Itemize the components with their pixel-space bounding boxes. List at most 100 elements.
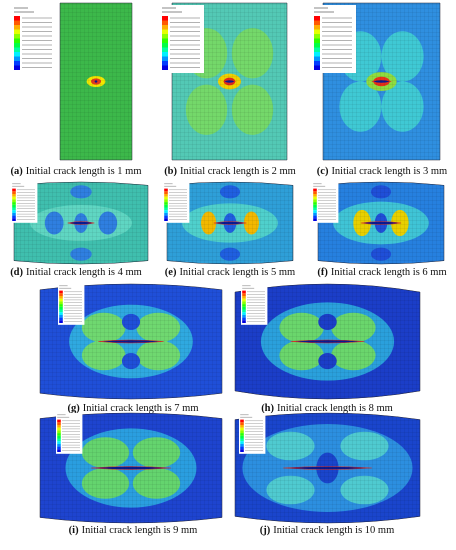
- legend-swatch: [314, 20, 320, 25]
- legend-swatch: [12, 210, 16, 213]
- legend-swatch: [313, 202, 317, 205]
- caption: (i) Initial crack length is 9 mm: [69, 525, 198, 536]
- legend-swatch: [314, 61, 320, 66]
- legend-swatch: [242, 296, 246, 299]
- legend-swatch: [14, 38, 20, 43]
- legend-swatch: [57, 438, 61, 442]
- cylinder: [40, 413, 222, 523]
- legend-swatch: [14, 56, 20, 61]
- caption-text: Initial crack length is 1 mm: [26, 166, 142, 177]
- legend-swatch: [164, 194, 168, 197]
- caption: (d) Initial crack length is 4 mm: [10, 267, 142, 278]
- legend-swatch: [242, 320, 246, 323]
- panel: (f) Initial crack length is 6 mm: [312, 181, 447, 278]
- mesh: [60, 3, 132, 160]
- legend-swatch: [240, 443, 244, 447]
- legend-swatch: [12, 218, 16, 221]
- legend-swatch: [314, 56, 320, 61]
- legend-swatch: [314, 52, 320, 57]
- color-legend: [11, 182, 38, 223]
- mesh: [235, 413, 420, 523]
- panel: (j) Initial crack length is 10 mm: [234, 412, 421, 536]
- legend-swatch: [164, 199, 168, 203]
- legend-swatch: [57, 433, 61, 436]
- cylinder: [235, 284, 420, 399]
- cylinder-outline: [234, 412, 421, 524]
- cylinder: [318, 182, 444, 264]
- cylinder-outline: [171, 2, 288, 161]
- legend-swatch: [59, 298, 63, 302]
- legend-swatch: [12, 212, 16, 216]
- legend-swatch: [59, 306, 63, 310]
- legend-swatch: [12, 191, 16, 194]
- legend-swatch: [314, 29, 320, 34]
- legend-swatch: [12, 204, 16, 208]
- legend-swatch: [57, 435, 61, 439]
- legend-swatch: [57, 441, 61, 444]
- legend-swatch: [162, 47, 168, 52]
- legend-swatch: [240, 438, 244, 442]
- legend-swatch: [14, 16, 20, 21]
- legend-swatch: [162, 38, 168, 43]
- caption: (b) Initial crack length is 2 mm: [164, 166, 296, 177]
- panel: (a) Initial crack length is 1 mm: [10, 2, 142, 177]
- caption-text: Initial crack length is 5 mm: [179, 267, 295, 278]
- caption-text: Initial crack length is 8 mm: [277, 403, 393, 414]
- legend-swatch: [240, 427, 244, 431]
- legend-swatch: [162, 65, 168, 70]
- panel: (d) Initial crack length is 4 mm: [10, 181, 149, 278]
- legend-swatch: [59, 309, 63, 313]
- legend-swatch: [164, 215, 168, 219]
- legend-swatch: [242, 293, 246, 296]
- caption-label: (g): [67, 403, 80, 414]
- legend-swatch: [14, 65, 20, 70]
- caption: (g) Initial crack length is 7 mm: [67, 403, 198, 414]
- cylinder-outline: [39, 412, 223, 524]
- legend-swatch: [14, 52, 20, 57]
- legend-swatch: [314, 38, 320, 43]
- panel: (h) Initial crack length is 8 mm: [234, 283, 421, 414]
- caption: (j) Initial crack length is 10 mm: [260, 525, 395, 536]
- legend-swatch: [162, 16, 168, 21]
- legend-swatch: [242, 314, 246, 318]
- caption-text: Initial crack length is 10 mm: [273, 525, 394, 536]
- legend-swatch: [314, 65, 320, 70]
- legend-swatch: [314, 47, 320, 52]
- caption-label: (c): [317, 166, 329, 177]
- legend-swatch: [59, 317, 63, 321]
- legend-swatch: [242, 301, 246, 305]
- legend-swatch: [14, 43, 20, 48]
- legend-swatch: [162, 52, 168, 57]
- legend-swatch: [242, 304, 246, 307]
- legend-swatch: [313, 204, 317, 208]
- legend-swatch: [59, 290, 63, 294]
- cylinder: [235, 413, 420, 523]
- legend-swatch: [57, 449, 61, 452]
- legend-swatch: [12, 196, 16, 200]
- mesh: [318, 182, 444, 264]
- color-legend: [12, 5, 56, 73]
- legend-swatch: [242, 298, 246, 302]
- legend-swatch: [162, 43, 168, 48]
- legend-swatch: [12, 188, 16, 192]
- legend-swatch: [57, 425, 61, 428]
- legend-swatch: [313, 207, 317, 211]
- legend-swatch: [12, 207, 16, 211]
- caption-label: (d): [10, 267, 23, 278]
- caption-text: Initial crack length is 7 mm: [83, 403, 199, 414]
- legend-swatch: [57, 422, 61, 425]
- color-legend: [160, 5, 204, 73]
- cylinder: [60, 3, 132, 160]
- caption-label: (e): [165, 267, 177, 278]
- legend-swatch: [240, 422, 244, 425]
- legend-swatch: [14, 47, 20, 52]
- panel: (c) Initial crack length is 3 mm: [312, 2, 447, 177]
- cylinder-outline: [234, 283, 421, 400]
- legend-swatch: [164, 204, 168, 208]
- caption-label: (i): [69, 525, 79, 536]
- color-legend: [56, 413, 83, 454]
- legend-swatch: [59, 301, 63, 305]
- legend-swatch: [314, 34, 320, 39]
- cylinder-outline: [166, 181, 294, 265]
- legend-swatch: [162, 20, 168, 25]
